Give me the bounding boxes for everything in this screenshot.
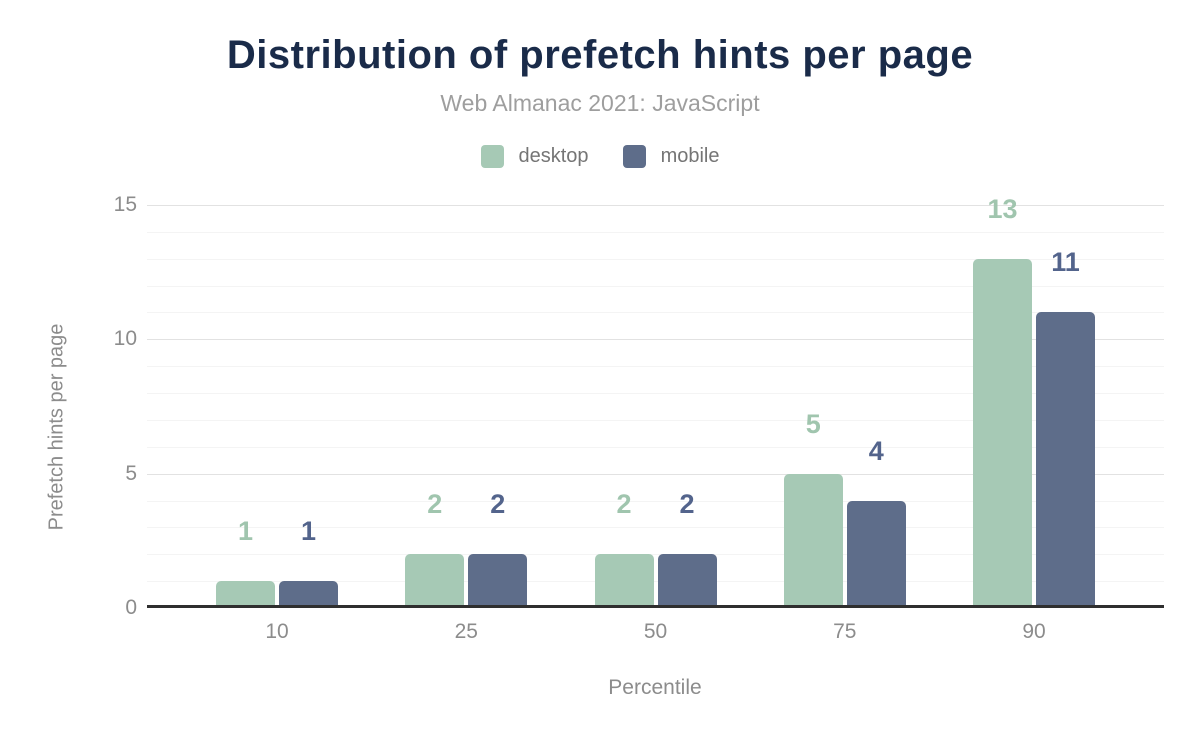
- bar-mobile-p25: [468, 554, 528, 608]
- y-tick-label: 10: [113, 327, 137, 351]
- minor-gridline: [147, 500, 1164, 502]
- minor-gridline: [147, 446, 1164, 448]
- bar-mobile-p10: [279, 581, 338, 608]
- legend-label: mobile: [660, 144, 720, 167]
- bar-value-mobile-p90: 11: [1051, 247, 1080, 278]
- bar-value-mobile-p10: 1: [300, 516, 317, 547]
- y-tick-label: 15: [113, 193, 137, 216]
- bar-mobile-p90: [1036, 312, 1095, 608]
- minor-gridline: [147, 419, 1164, 421]
- bar-mobile-p75: [846, 500, 906, 608]
- minor-gridline: [147, 258, 1164, 260]
- legend-swatch-mobile: [622, 144, 646, 168]
- legend-item-mobile[interactable]: mobile: [622, 144, 720, 168]
- x-axis-line: [147, 605, 1164, 608]
- bar-mobile-p50: [657, 554, 717, 608]
- bar-value-desktop-p75: 5: [805, 408, 821, 439]
- bar-desktop-p10: [216, 581, 275, 608]
- bar-value-mobile-p50: 2: [679, 489, 695, 520]
- bar-value-desktop-p90: 13: [987, 193, 1018, 224]
- legend-swatch-desktop: [480, 144, 504, 168]
- chart-title: Distribution of prefetch hints per page: [226, 33, 974, 77]
- y-tick-label: 0: [125, 596, 137, 619]
- bar-value-desktop-p10: 1: [237, 516, 254, 547]
- bar-value-mobile-p25: 2: [490, 489, 506, 520]
- minor-gridline: [147, 366, 1164, 368]
- major-gridline: [147, 473, 1164, 475]
- bar-desktop-p50: [594, 554, 654, 608]
- major-gridline: [147, 205, 1164, 206]
- legend: desktop mobile: [0, 142, 1200, 170]
- minor-gridline: [147, 312, 1164, 314]
- minor-gridline: [147, 231, 1164, 233]
- bar-value-desktop-p50: 2: [616, 489, 632, 520]
- legend-label: desktop: [518, 144, 589, 167]
- minor-gridline: [147, 393, 1164, 395]
- y-tick-label: 5: [125, 461, 137, 485]
- minor-gridline: [147, 285, 1164, 287]
- x-tick-label: 50: [643, 620, 668, 643]
- x-tick-label: 75: [833, 620, 857, 643]
- major-gridline: [147, 339, 1164, 341]
- bar-value-desktop-p25: 2: [427, 489, 443, 520]
- bar-desktop-p75: [783, 473, 843, 608]
- minor-gridline: [147, 527, 1164, 529]
- bar-desktop-p25: [405, 554, 465, 608]
- plot-area: [147, 205, 1164, 608]
- chart-subtitle: Web Almanac 2021: JavaScript: [440, 90, 760, 116]
- bar-value-mobile-p75: 4: [868, 435, 884, 466]
- y-axis-title: Prefetch hints per page: [45, 323, 68, 531]
- minor-gridline: [147, 581, 1164, 583]
- x-axis-title: Percentile: [608, 676, 702, 699]
- legend-item-desktop[interactable]: desktop: [480, 144, 589, 168]
- x-tick-label: 90: [1022, 620, 1046, 643]
- bar-desktop-p90: [973, 258, 1032, 608]
- x-tick-label: 10: [265, 620, 289, 643]
- x-tick-label: 25: [454, 620, 478, 643]
- minor-gridline: [147, 554, 1164, 556]
